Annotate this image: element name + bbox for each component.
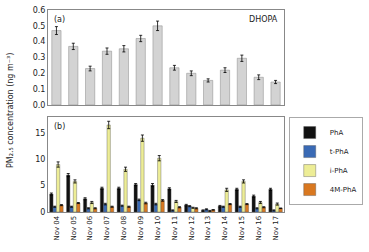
svg-text:i-PhA: i-PhA <box>330 167 348 175</box>
svg-text:(b): (b) <box>54 122 65 131</box>
svg-text:0.4: 0.4 <box>33 37 46 46</box>
svg-text:Nov 07: Nov 07 <box>103 216 111 241</box>
svg-text:t-PhA: t-PhA <box>330 148 349 156</box>
svg-text:0.0: 0.0 <box>33 101 46 110</box>
svg-text:Nov 06: Nov 06 <box>86 215 94 240</box>
svg-text:PhA: PhA <box>330 129 344 137</box>
svg-text:0.2: 0.2 <box>33 69 46 78</box>
svg-text:Nov 09: Nov 09 <box>137 216 145 241</box>
svg-text:Nov 12: Nov 12 <box>188 216 196 241</box>
svg-text:Nov 04: Nov 04 <box>53 215 61 240</box>
svg-text:DHOPA: DHOPA <box>249 15 278 24</box>
svg-text:0.1: 0.1 <box>33 85 46 94</box>
svg-text:Nov 05: Nov 05 <box>70 216 78 241</box>
svg-text:0.3: 0.3 <box>33 53 46 62</box>
svg-text:5: 5 <box>40 181 45 190</box>
svg-text:(a): (a) <box>54 15 65 24</box>
svg-text:Nov 11: Nov 11 <box>171 216 179 241</box>
svg-text:Nov 10: Nov 10 <box>154 216 162 241</box>
svg-text:10: 10 <box>35 155 45 164</box>
svg-text:Nov 15: Nov 15 <box>238 216 246 241</box>
svg-text:0: 0 <box>40 208 45 217</box>
svg-text:0.5: 0.5 <box>33 22 46 31</box>
svg-text:Nov 16: Nov 16 <box>255 215 263 240</box>
svg-text:0.6: 0.6 <box>33 6 46 15</box>
svg-text:PM₂.₅ concentration (ng m⁻³): PM₂.₅ concentration (ng m⁻³) <box>6 53 15 168</box>
svg-text:Nov 14: Nov 14 <box>221 215 229 240</box>
svg-text:Nov 13: Nov 13 <box>204 216 212 241</box>
svg-text:4M-PhA: 4M-PhA <box>330 186 357 194</box>
svg-text:Nov 17: Nov 17 <box>272 216 280 241</box>
svg-text:15: 15 <box>35 129 45 138</box>
svg-text:Nov 08: Nov 08 <box>120 216 128 241</box>
